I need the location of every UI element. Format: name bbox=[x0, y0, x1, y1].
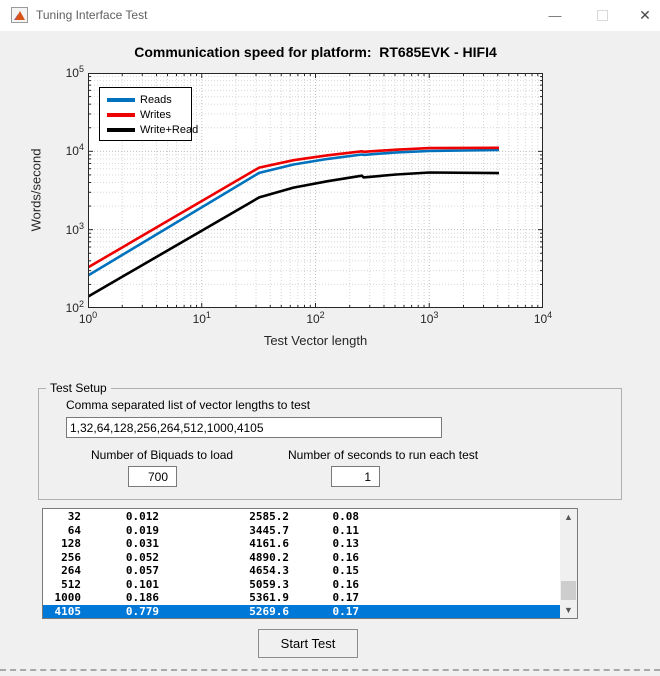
result-cell: 0.031 bbox=[125, 537, 159, 550]
y-tick-label: 103 bbox=[65, 220, 84, 237]
result-cell: 32 bbox=[67, 510, 81, 523]
result-row[interactable]: 1000 0.186 5361.9 0.17 bbox=[43, 591, 560, 605]
legend-line-swatch bbox=[107, 112, 135, 117]
legend-line-swatch bbox=[107, 127, 135, 132]
result-cell: 0.11 bbox=[332, 523, 360, 537]
x-tick-label: 102 bbox=[306, 310, 325, 326]
x-tick-label: 103 bbox=[420, 310, 439, 326]
series-line-writes bbox=[88, 146, 500, 269]
result-cell: 0.17 bbox=[332, 604, 360, 618]
legend-line-swatch bbox=[107, 97, 135, 102]
result-cell: 1000 bbox=[54, 591, 82, 604]
result-cell: 5059.3 bbox=[249, 577, 289, 591]
y-tick-label: 104 bbox=[65, 142, 84, 159]
y-axis-label: Words/second bbox=[28, 148, 44, 232]
legend-label: Writes bbox=[140, 108, 171, 121]
result-cell: 4161.6 bbox=[249, 537, 289, 550]
biquads-label: Number of Biquads to load bbox=[91, 448, 234, 462]
chart-plot-area: Reads Writes Write+Read bbox=[88, 73, 543, 308]
result-cell: 0.16 bbox=[332, 550, 360, 564]
maximize-button[interactable] bbox=[585, 0, 619, 31]
result-cell: 64 bbox=[67, 523, 81, 537]
result-row[interactable]: 264 0.057 4654.3 0.15 bbox=[43, 564, 560, 578]
x-tick-label: 101 bbox=[192, 310, 211, 326]
result-cell: 264 bbox=[61, 564, 81, 577]
result-cell: 5269.6 bbox=[249, 604, 289, 618]
result-cell: 512 bbox=[61, 577, 81, 591]
result-cell: 0.052 bbox=[125, 550, 159, 564]
result-row[interactable]: 128 0.031 4161.6 0.13 bbox=[43, 537, 560, 551]
result-cell: 0.15 bbox=[332, 564, 360, 577]
result-cell: 4105 bbox=[54, 604, 82, 618]
vector-lengths-label: Comma separated list of vector lengths t… bbox=[66, 398, 311, 412]
chart-title: Communication speed for platform: RT685E… bbox=[134, 44, 497, 60]
test-setup-group-label: Test Setup bbox=[46, 381, 111, 395]
result-cell: 3445.7 bbox=[249, 523, 289, 537]
result-row[interactable]: 64 0.019 3445.7 0.11 bbox=[43, 524, 560, 538]
legend-label: Reads bbox=[140, 93, 172, 106]
bottom-divider bbox=[0, 669, 660, 671]
legend-item: Write+Read bbox=[107, 122, 198, 137]
series-line-reads bbox=[88, 148, 500, 277]
chart-legend: Reads Writes Write+Read bbox=[99, 87, 198, 141]
result-row[interactable]: 512 0.101 5059.3 0.16 bbox=[43, 578, 560, 592]
seconds-input[interactable] bbox=[331, 466, 380, 487]
legend-item: Reads bbox=[107, 92, 191, 107]
scroll-up-icon[interactable]: ▲ bbox=[564, 512, 573, 522]
results-listbox[interactable]: 32 0.012 2585.2 0.08 64 0.019 3445.7 0.11 128 0.0… bbox=[42, 508, 578, 619]
window-title: Tuning Interface Test bbox=[36, 8, 148, 22]
matlab-logo-icon bbox=[15, 11, 25, 20]
result-cell: 0.13 bbox=[332, 537, 360, 550]
result-cell: 0.019 bbox=[125, 523, 159, 537]
result-cell: 0.16 bbox=[332, 577, 360, 591]
result-cell: 0.186 bbox=[125, 591, 159, 604]
result-cell: 5361.9 bbox=[249, 591, 289, 604]
result-cell: 0.101 bbox=[125, 577, 159, 591]
scroll-down-icon[interactable]: ▼ bbox=[564, 605, 573, 615]
result-cell: 0.012 bbox=[125, 510, 159, 523]
result-cell: 4654.3 bbox=[249, 564, 289, 577]
legend-label: Write+Read bbox=[140, 123, 199, 136]
result-row[interactable]: 4105 0.779 5269.6 0.17 bbox=[43, 604, 560, 618]
result-cell: 2585.2 bbox=[249, 510, 289, 523]
start-test-button[interactable]: Start Test bbox=[258, 629, 358, 658]
x-tick-label: 104 bbox=[533, 310, 553, 326]
series-line-write-read bbox=[88, 171, 500, 298]
title-bar: Tuning Interface Test — ✕ bbox=[0, 0, 660, 31]
y-tick-label: 105 bbox=[65, 64, 84, 80]
result-row[interactable]: 32 0.012 2585.2 0.08 bbox=[43, 510, 560, 524]
result-cell: 256 bbox=[61, 550, 81, 564]
result-cell: 0.779 bbox=[125, 604, 159, 618]
vertical-scrollbar[interactable]: ▲ ▼ bbox=[560, 509, 577, 618]
result-cell: 4890.2 bbox=[249, 550, 289, 564]
x-tick-label: 100 bbox=[78, 310, 98, 326]
vector-lengths-input[interactable] bbox=[66, 417, 442, 438]
result-row[interactable]: 256 0.052 4890.2 0.16 bbox=[43, 551, 560, 565]
biquads-input[interactable] bbox=[128, 466, 177, 487]
seconds-label: Number of seconds to run each test bbox=[288, 448, 479, 462]
y-tick-label: 102 bbox=[65, 299, 84, 315]
results-rows: 32 0.012 2585.2 0.08 64 0.019 3445.7 0.11 128 0.0… bbox=[43, 509, 560, 618]
test-setup-group: Test Setup Comma separated list of vecto… bbox=[38, 381, 622, 500]
minimize-button[interactable]: — bbox=[548, 8, 562, 23]
result-cell: 0.057 bbox=[125, 564, 159, 577]
result-cell: 128 bbox=[61, 537, 81, 550]
result-cell: 0.17 bbox=[332, 591, 360, 604]
close-button[interactable]: ✕ bbox=[639, 7, 651, 23]
legend-item: Writes bbox=[107, 107, 191, 122]
maximize-icon bbox=[596, 10, 608, 22]
result-cell: 0.08 bbox=[332, 510, 360, 523]
x-axis-label: Test Vector length bbox=[263, 333, 368, 348]
matlab-figure-icon bbox=[11, 7, 28, 23]
scrollbar-thumb[interactable] bbox=[561, 581, 576, 600]
